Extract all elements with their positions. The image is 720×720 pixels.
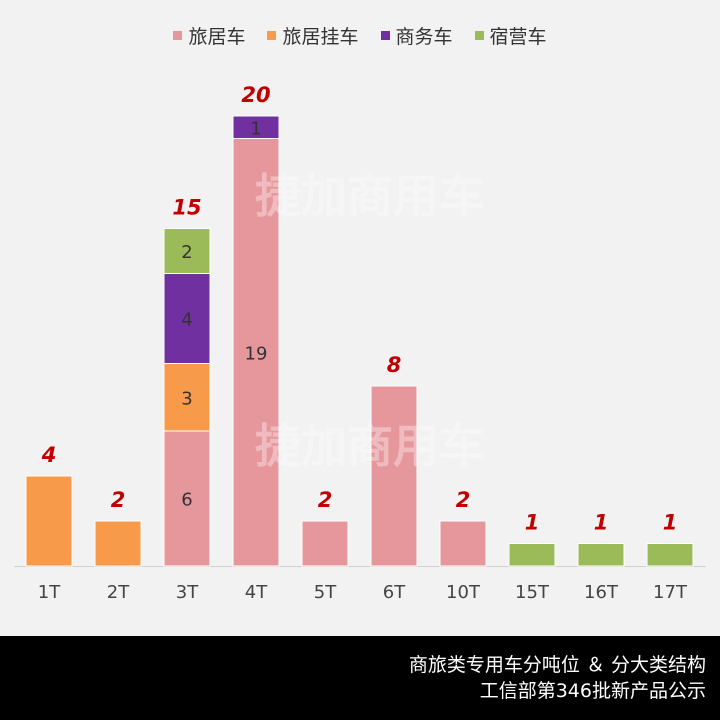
footer-caption: 商旅类专用车分吨位 ＆ 分大类结构 工信部第346批新产品公示 — [0, 636, 720, 720]
total-data-label: 4 — [41, 443, 57, 467]
bar-segment — [25, 475, 73, 567]
segment-data-label: 19 — [245, 343, 268, 364]
total-data-label: 8 — [387, 353, 402, 377]
watermark-logo: 捷加商用车 — [255, 419, 485, 473]
total-data-label: 1 — [663, 511, 678, 535]
total-data-label: 1 — [525, 511, 540, 535]
bar-segment — [301, 520, 349, 567]
bar-segment — [508, 543, 556, 567]
bar-segment — [232, 115, 280, 139]
total-data-label: 1 — [594, 511, 609, 535]
legend-swatch — [380, 31, 390, 40]
bar-segment — [163, 363, 211, 432]
x-tick-label: 15T — [515, 582, 550, 603]
total-data-label: 2 — [111, 488, 126, 512]
x-tick-label: 5T — [314, 582, 337, 603]
bar-segment — [577, 543, 625, 567]
x-tick-label: 2T — [107, 582, 130, 603]
legend-label: 旅居挂车 — [282, 26, 359, 48]
legend-label: 宿营车 — [489, 26, 547, 48]
footer-title: 商旅类专用车分吨位 ＆ 分大类结构 — [408, 654, 706, 676]
segment-data-label: 2 — [181, 242, 192, 263]
segment-data-label: 1 — [250, 118, 261, 139]
segment-data-label: 4 — [181, 310, 192, 331]
legend-item: 旅居车 — [173, 22, 245, 49]
segment-data-label: 6 — [181, 490, 192, 511]
x-tick-label: 3T — [176, 582, 199, 603]
bar-segment — [232, 138, 280, 567]
legend-label: 商务车 — [395, 26, 453, 48]
stacked-bar-chart: 4 1T 2 2T 6 3 4 2 15 3T 19 1 20 4T 2 5T 8 6T 2 10T 1 15T 1 16T 1… — [14, 83, 706, 603]
bar-segment — [163, 430, 211, 567]
bar-segment — [94, 520, 142, 567]
total-data-label: 2 — [456, 488, 471, 512]
segment-data-label: 3 — [181, 388, 192, 409]
legend-item: 宿营车 — [474, 22, 547, 49]
footer-subtitle: 工信部第346批新产品公示 — [479, 680, 706, 702]
x-tick-label: 6T — [383, 582, 406, 603]
bar-segment — [439, 520, 487, 567]
bar-segment — [163, 228, 211, 274]
legend-swatch — [267, 31, 277, 40]
bar-segment — [646, 543, 694, 567]
x-tick-label: 17T — [653, 582, 688, 603]
legend: 旅居车 旅居挂车 商务车 宿营车 — [0, 22, 720, 49]
legend-swatch — [173, 31, 183, 40]
x-tick-label: 4T — [245, 582, 268, 603]
bar-segment — [163, 273, 211, 364]
legend-label: 旅居车 — [188, 26, 246, 48]
legend-item: 旅居挂车 — [267, 22, 359, 49]
total-data-label: 2 — [318, 488, 333, 512]
bar-segment — [370, 385, 418, 567]
total-data-label: 15 — [172, 196, 201, 220]
legend-swatch — [474, 31, 484, 40]
x-tick-label: 16T — [584, 582, 619, 603]
x-tick-label: 10T — [446, 582, 481, 603]
legend-item: 商务车 — [380, 22, 453, 49]
x-tick-label: 1T — [38, 582, 61, 603]
total-data-label: 20 — [241, 83, 270, 107]
